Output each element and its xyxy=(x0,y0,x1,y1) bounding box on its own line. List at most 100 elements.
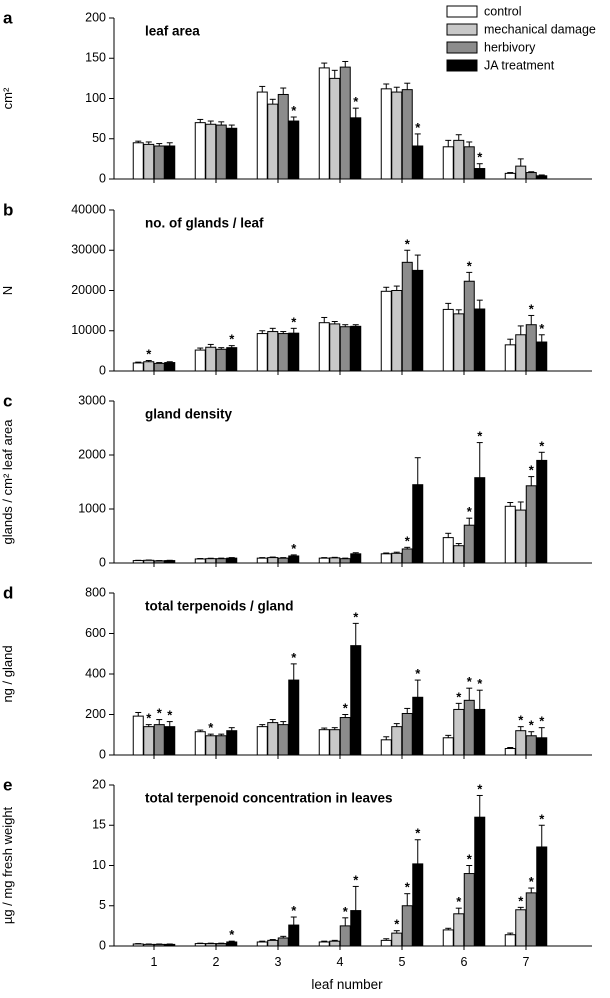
bar xyxy=(412,269,424,372)
significance-star: * xyxy=(291,314,297,329)
bar xyxy=(463,146,475,180)
significance-star: * xyxy=(229,332,235,347)
panel-a: a 0 50 100 150 200 cm² leaf area * * * * xyxy=(0,8,592,185)
bar xyxy=(318,67,330,180)
y-tick-label: 200 xyxy=(85,707,106,721)
panel-b: b 0 10000 20000 30000 40000 Nno. of glands / l… xyxy=(0,200,592,377)
bar xyxy=(215,558,227,564)
panel-letter: a xyxy=(3,8,13,27)
bar xyxy=(153,560,165,564)
bar xyxy=(205,123,217,180)
bar xyxy=(453,913,465,947)
bar xyxy=(412,863,424,947)
significance-star: * xyxy=(415,666,421,681)
bar xyxy=(442,537,454,564)
significance-star: * xyxy=(343,701,349,716)
bar xyxy=(412,145,424,180)
bar xyxy=(205,943,217,947)
y-axis-label: cm² xyxy=(0,87,15,109)
y-tick-label: 5 xyxy=(99,898,106,912)
y-tick-label: 800 xyxy=(85,585,106,599)
bar xyxy=(474,168,486,180)
legend-swatch xyxy=(446,5,478,18)
y-axis-label: µg / mg fresh weight xyxy=(0,806,15,924)
significance-star: * xyxy=(229,927,235,942)
y-tick-label: 600 xyxy=(85,626,106,640)
bar xyxy=(391,91,403,180)
significance-star: * xyxy=(291,903,297,918)
bar xyxy=(412,484,424,564)
bar xyxy=(143,361,155,372)
bar xyxy=(515,909,527,947)
bar xyxy=(453,545,465,564)
bar xyxy=(164,943,176,947)
bar xyxy=(132,943,144,947)
y-axis-label: ng / gland xyxy=(0,645,15,702)
panel-title: total terpenoids / gland xyxy=(145,599,294,614)
significance-star: * xyxy=(167,708,173,723)
bar xyxy=(474,308,486,372)
significance-star: * xyxy=(353,609,359,624)
bar xyxy=(515,509,527,564)
significance-star: * xyxy=(467,674,473,689)
bar xyxy=(453,313,465,372)
bar xyxy=(391,290,403,372)
bar xyxy=(132,362,144,372)
y-tick-label: 1000 xyxy=(78,501,106,515)
y-tick-label: 15 xyxy=(92,818,106,832)
bar xyxy=(339,717,351,756)
bar xyxy=(143,726,155,756)
bar xyxy=(132,715,144,756)
y-tick-label: 10000 xyxy=(71,323,106,337)
significance-star: * xyxy=(405,533,411,548)
bar xyxy=(350,325,362,372)
bar xyxy=(164,145,176,180)
bar xyxy=(350,553,362,564)
significance-star: * xyxy=(405,880,411,895)
bar xyxy=(277,724,289,756)
bar xyxy=(153,362,165,372)
bar xyxy=(256,726,268,756)
significance-star: * xyxy=(477,429,483,444)
significance-star: * xyxy=(146,711,152,726)
bar xyxy=(525,735,537,756)
significance-star: * xyxy=(477,150,483,165)
bar xyxy=(536,846,548,947)
bar xyxy=(194,943,206,947)
bar xyxy=(339,925,351,947)
bar xyxy=(463,524,475,564)
bar xyxy=(288,120,300,180)
bar xyxy=(453,139,465,180)
x-tick-label: 6 xyxy=(461,955,468,969)
bar xyxy=(391,552,403,564)
legend-swatch xyxy=(446,59,478,72)
bar xyxy=(350,645,362,756)
y-tick-label: 200 xyxy=(85,10,106,24)
bar xyxy=(442,737,454,756)
legend-label: control xyxy=(484,4,522,18)
bar xyxy=(153,724,165,756)
bar xyxy=(525,324,537,372)
bar xyxy=(205,346,217,372)
bar xyxy=(350,910,362,947)
bar xyxy=(401,905,413,947)
y-tick-label: 10 xyxy=(92,858,106,872)
bar xyxy=(132,142,144,180)
significance-star: * xyxy=(529,718,535,733)
y-tick-label: 40000 xyxy=(71,202,106,216)
bar xyxy=(132,560,144,564)
y-tick-label: 0 xyxy=(99,171,106,185)
bar xyxy=(504,344,516,372)
bar xyxy=(267,103,279,180)
bar xyxy=(515,334,527,372)
x-axis-label: leaf number xyxy=(311,977,383,992)
bar xyxy=(380,939,392,947)
significance-star: * xyxy=(343,904,349,919)
bar xyxy=(412,696,424,756)
significance-star: * xyxy=(456,689,462,704)
bar xyxy=(463,699,475,756)
bar xyxy=(474,477,486,564)
bar xyxy=(267,331,279,372)
